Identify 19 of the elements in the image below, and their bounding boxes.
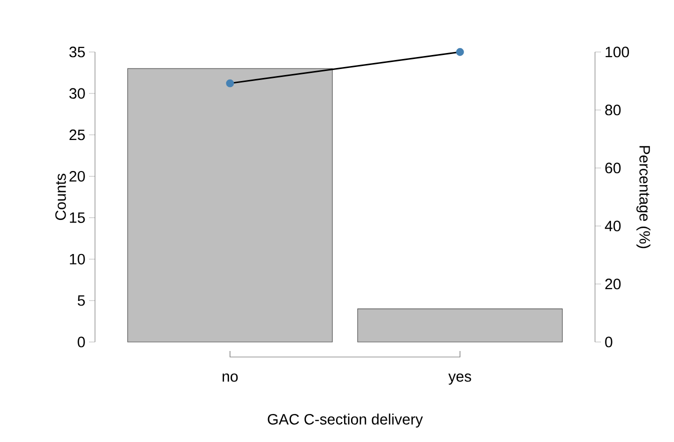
y-tick-label: 25: [70, 130, 85, 140]
y-tick-label: 0: [78, 336, 85, 348]
x-tick-label: no: [222, 374, 238, 382]
y-tick-label: 15: [70, 212, 85, 223]
y-tick-label: 35: [69, 46, 85, 58]
y2-tick-label: 80: [605, 104, 621, 116]
y-axis-title: Counts: [55, 174, 66, 220]
y-tick-label: 20: [70, 170, 85, 182]
y2-tick-label: 60: [605, 162, 621, 174]
y2-tick-label: 40: [604, 220, 621, 232]
y2-tick-label: 0: [605, 336, 612, 348]
y-tick-label: 10: [70, 254, 85, 264]
y-tick-label: 5: [78, 295, 85, 306]
x-axis-title: GAC C-section delivery: [268, 414, 423, 428]
y-tick-label: 30: [69, 88, 85, 99]
y2-tick-label: 100: [606, 46, 629, 58]
y2-axis-title: Percentage (%): [636, 146, 650, 248]
x-tick-label: yes: [448, 374, 472, 385]
y2-tick-label: 20: [605, 278, 621, 290]
